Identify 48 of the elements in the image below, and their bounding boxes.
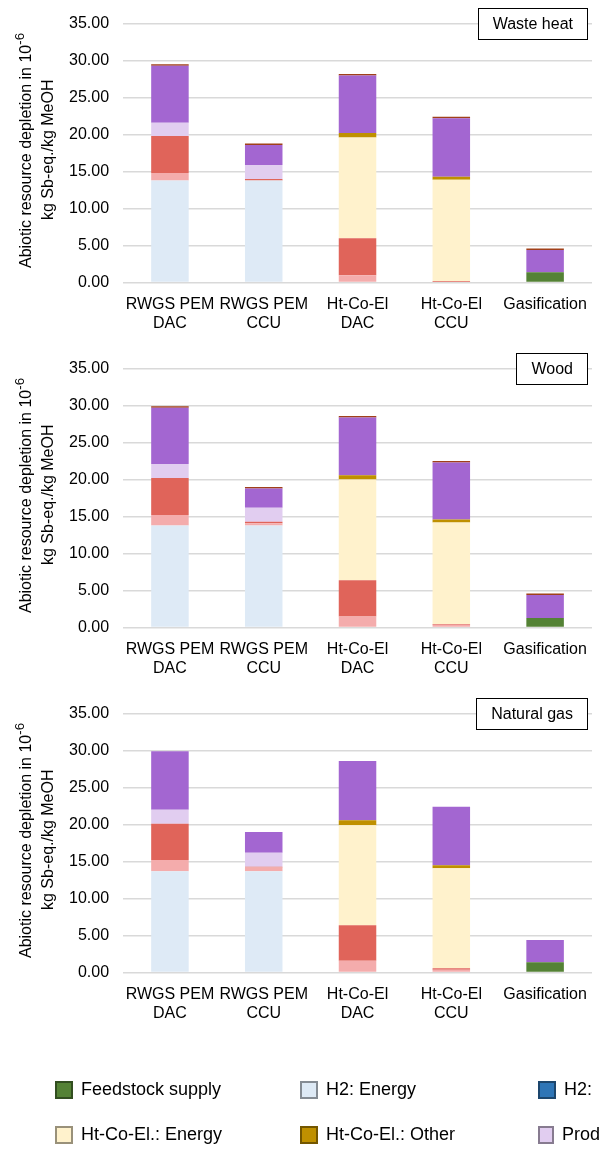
y-tick-label: 15.00: [68, 852, 110, 870]
y-tick-label: 10.00: [68, 544, 110, 562]
y-tick-label: 0.00: [77, 273, 110, 291]
x-tick-label: Gasification: [503, 294, 587, 312]
y-tick-label: 10.00: [68, 199, 110, 217]
x-tick-label: RWGS PEM CCU: [219, 294, 309, 331]
x-tick-label: Ht-Co-El DAC: [326, 294, 389, 331]
x-tick-label: Gasification: [503, 639, 587, 657]
chart-title: Waste heat: [477, 8, 588, 40]
y-tick-label: 0.00: [77, 963, 110, 981]
x-tick-label: Ht-Co-El CCU: [420, 984, 482, 1021]
y-tick-label: 25.00: [68, 88, 110, 106]
y-tick-label: 25.00: [68, 433, 110, 451]
y-tick-label: 10.00: [68, 889, 110, 907]
x-tick-label: RWGS PEM DAC: [125, 984, 215, 1021]
legend-label: Ht-Co-El.: Energy: [81, 1124, 223, 1145]
legend-label: Ht-Co-El.: Other: [326, 1124, 456, 1145]
x-tick-label: Gasification: [503, 984, 587, 1002]
x-tick-label: RWGS PEM CCU: [219, 984, 309, 1021]
x-tick-label: Ht-Co-El DAC: [326, 639, 389, 676]
legend-label: Feedstock supply: [81, 1079, 222, 1100]
y-tick-label: 5.00: [77, 236, 110, 254]
y-tick-label: 30.00: [68, 741, 110, 759]
x-tick-label: RWGS PEM CCU: [219, 639, 309, 676]
y-tick-label: 20.00: [68, 815, 110, 833]
y-tick-label: 15.00: [68, 162, 110, 180]
y-tick-label: 0.00: [77, 618, 110, 636]
x-tick-label: Ht-Co-El CCU: [420, 294, 482, 331]
y-tick-label: 5.00: [77, 926, 110, 944]
legend-label: H2: Energy: [326, 1079, 417, 1100]
y-tick-label: 15.00: [68, 507, 110, 525]
x-tick-label: RWGS PEM DAC: [125, 639, 215, 676]
legend-label: H2:: [564, 1079, 593, 1100]
x-tick-label: Ht-Co-El DAC: [326, 984, 389, 1021]
y-tick-label: 35.00: [68, 359, 110, 377]
y-tick-label: 30.00: [68, 396, 110, 414]
y-tick-label: 25.00: [68, 778, 110, 796]
chart-title: Natural gas: [476, 698, 588, 730]
chart-title: Wood: [516, 353, 588, 385]
y-tick-label: 35.00: [68, 704, 110, 722]
y-tick-label: 20.00: [68, 470, 110, 488]
x-tick-label: Ht-Co-El CCU: [420, 639, 482, 676]
y-tick-label: 20.00: [68, 125, 110, 143]
y-tick-label: 30.00: [68, 51, 110, 69]
legend-label: Prod: [561, 1124, 600, 1145]
y-tick-label: 5.00: [77, 581, 110, 599]
y-tick-label: 35.00: [68, 14, 110, 32]
x-tick-label: RWGS PEM DAC: [125, 294, 215, 331]
